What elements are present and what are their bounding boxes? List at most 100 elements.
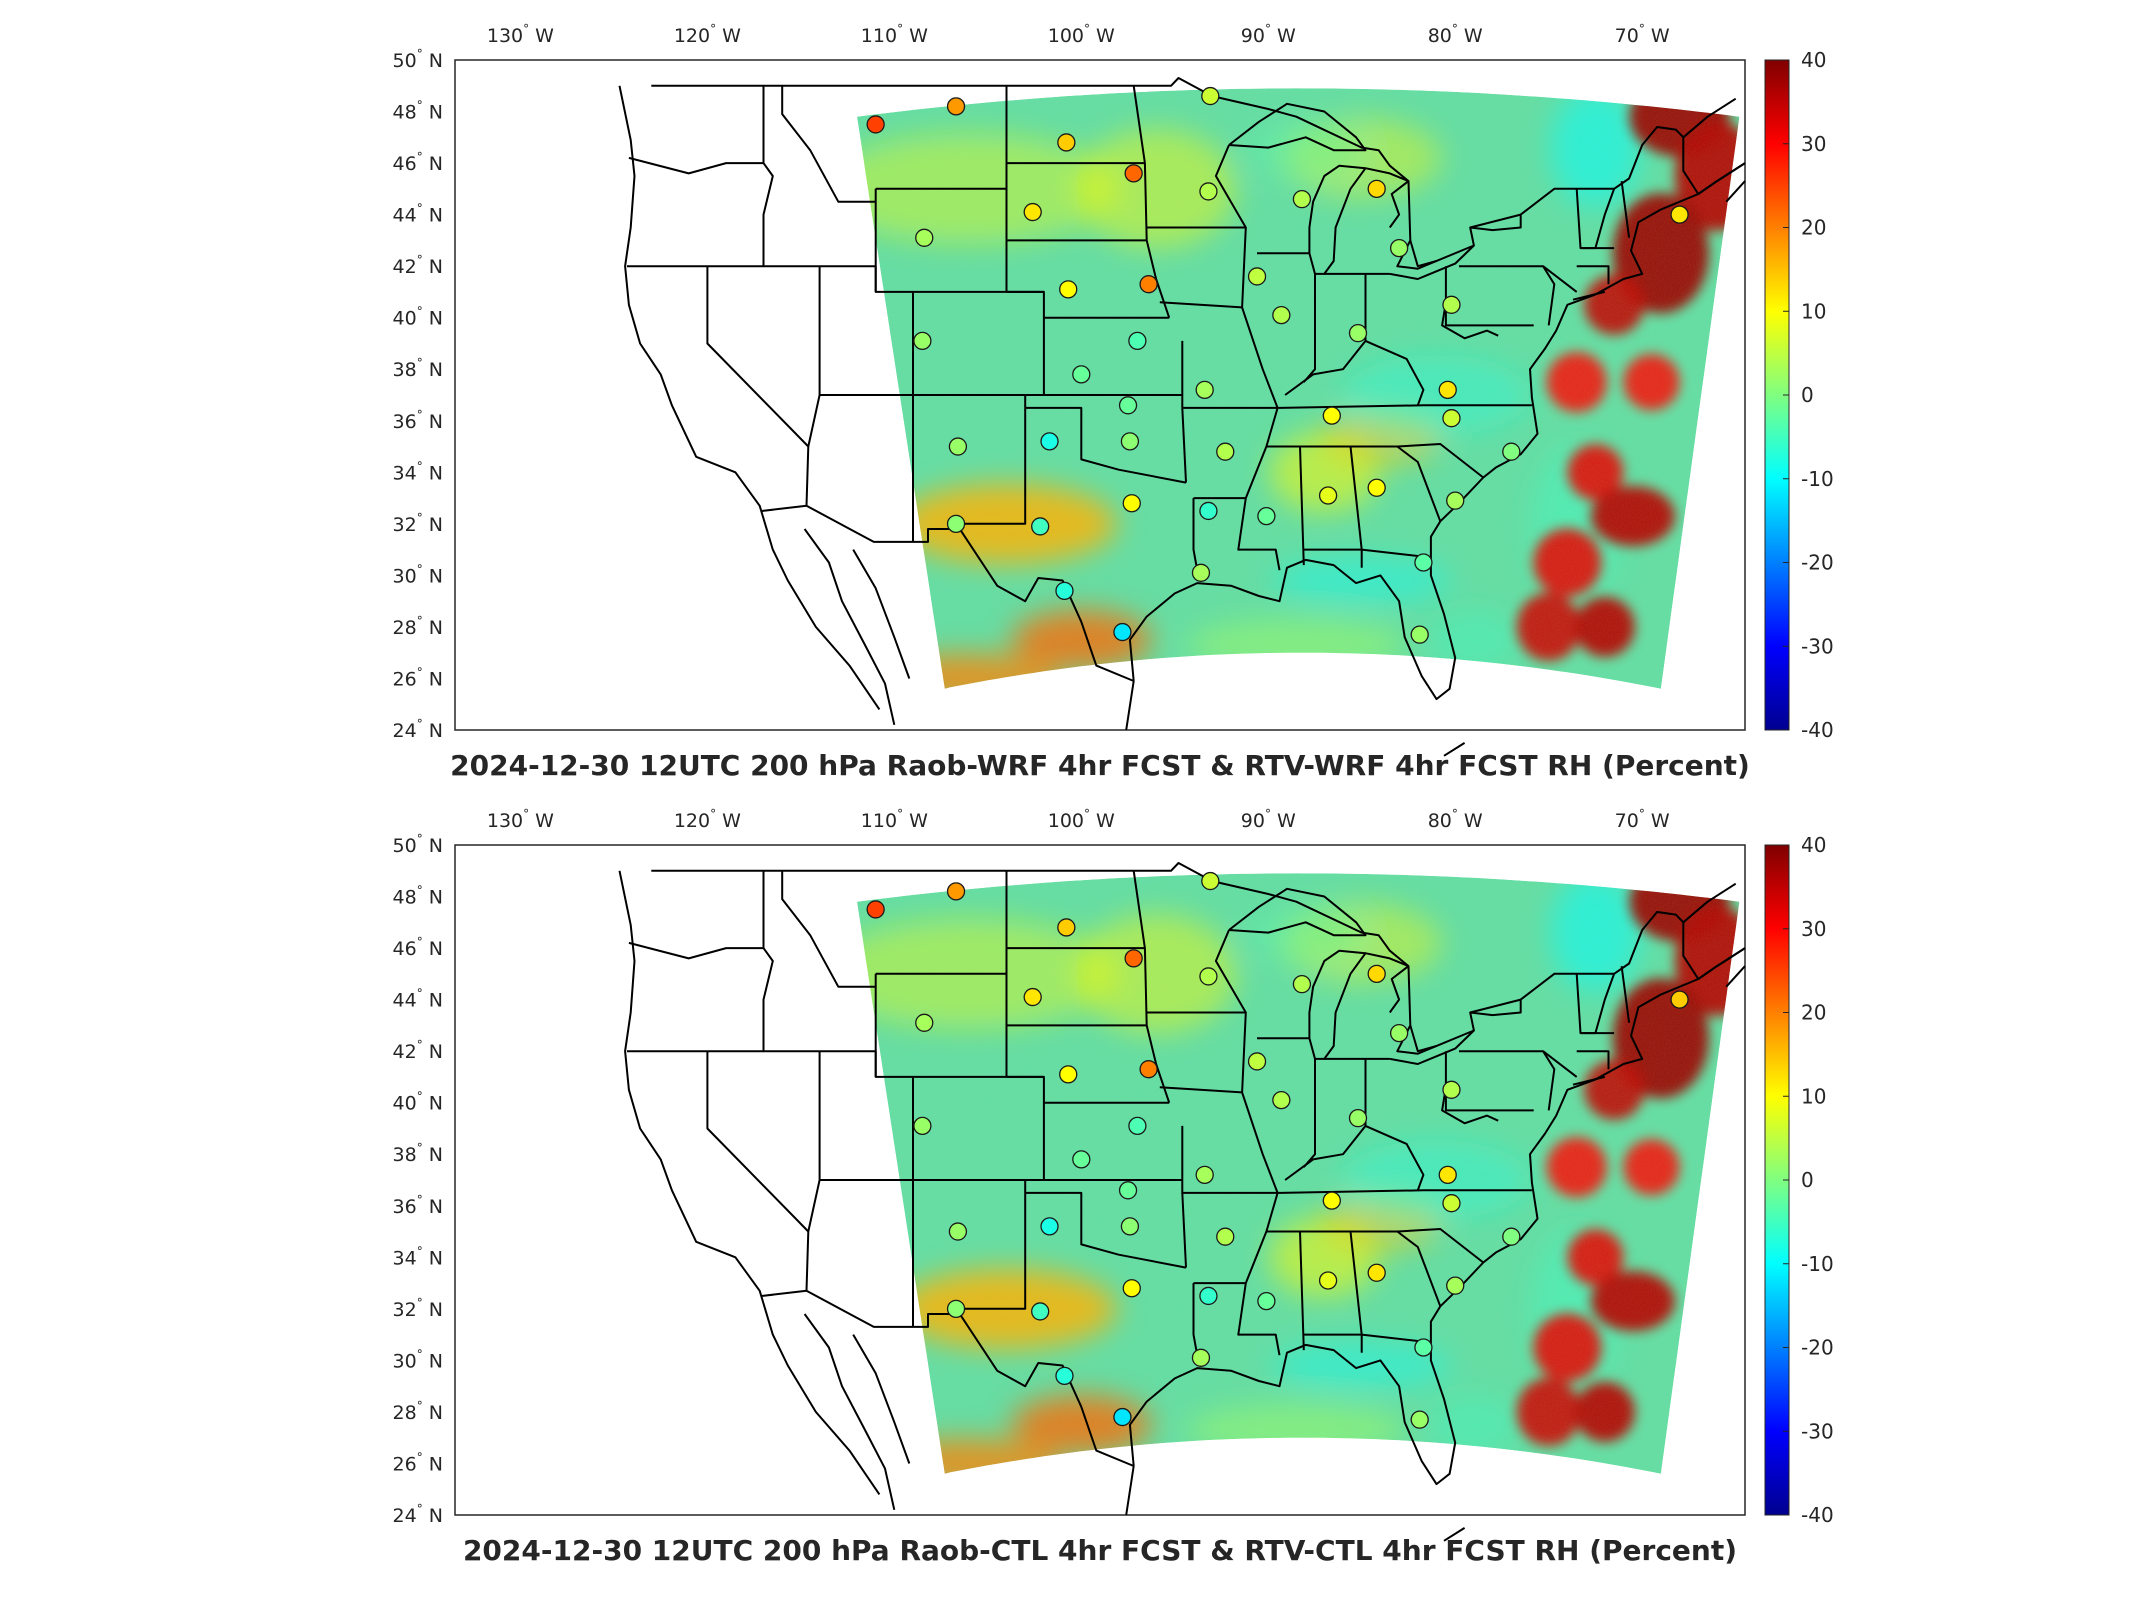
raob-station <box>915 228 934 247</box>
raob-station <box>1199 501 1218 521</box>
raob-station <box>1040 1217 1059 1236</box>
raob-station <box>1348 1109 1368 1128</box>
raob-station <box>1023 202 1042 222</box>
latitude-tick-label: 26° N <box>393 1450 443 1475</box>
raob-station <box>1128 1116 1147 1136</box>
colorbar-tick-label: -10 <box>1801 1252 1834 1276</box>
colorbar-tick-label: 0 <box>1801 1168 1814 1192</box>
rh-difference-field <box>857 873 1740 1474</box>
raob-station <box>1118 1181 1138 1200</box>
map-panel-top: 130° W 120° W 110° W 100° W 90° W 80° W 70° W 5… <box>393 22 1834 782</box>
raob-station <box>1199 1286 1218 1306</box>
raob-station <box>1072 1150 1091 1169</box>
panel-title: 2024-12-30 12UTC 200 hPa Raob-WRF 4hr FC… <box>450 749 1750 782</box>
raob-station <box>1367 478 1386 497</box>
raob-station <box>1410 625 1429 644</box>
latitude-tick-label: 38° N <box>393 1141 443 1166</box>
longitude-tick-label: 70° W <box>1615 22 1670 47</box>
latitude-tick-label: 24° N <box>393 1502 443 1527</box>
latitude-tick-label: 32° N <box>393 511 443 536</box>
raob-station <box>1031 1302 1050 1321</box>
latitude-tick-label: 30° N <box>393 562 443 587</box>
raob-station <box>1057 133 1076 152</box>
colorbar-tick-label: 10 <box>1801 1084 1826 1108</box>
colorbar-tick-label: 30 <box>1801 132 1826 156</box>
longitude-tick-label: 120° W <box>674 22 741 47</box>
raob-station <box>1272 1090 1291 1110</box>
longitude-tick-label: 80° W <box>1428 807 1483 832</box>
longitude-tick-label: 110° W <box>861 22 928 47</box>
latitude-tick-label: 32° N <box>393 1296 443 1321</box>
colorbar-tick-label: -30 <box>1801 1419 1834 1443</box>
colorbar-tick-label: 40 <box>1801 48 1826 72</box>
raob-station <box>1410 1410 1429 1429</box>
raob-station <box>1216 1227 1235 1246</box>
raob-station <box>1442 1194 1461 1213</box>
raob-station <box>1199 182 1218 201</box>
raob-station <box>1318 486 1338 505</box>
raob-station <box>1257 506 1276 526</box>
raob-station <box>1113 622 1132 642</box>
raob-station <box>1199 967 1218 986</box>
raob-station <box>915 1013 934 1032</box>
rh-difference-field <box>857 88 1740 689</box>
raob-station <box>946 514 966 533</box>
raob-station <box>1191 1348 1211 1367</box>
latitude-tick-label: 28° N <box>393 1399 443 1424</box>
longitude-tick-label: 70° W <box>1615 807 1670 832</box>
raob-station <box>1120 432 1140 451</box>
latitude-tick-label: 42° N <box>393 253 443 278</box>
raob-station <box>866 900 885 919</box>
raob-station <box>1124 164 1143 183</box>
raob-station <box>1124 949 1143 968</box>
raob-station <box>1322 1191 1341 1210</box>
longitude-tick-label: 110° W <box>861 807 928 832</box>
raob-station <box>913 331 932 351</box>
latitude-tick-label: 46° N <box>393 935 443 960</box>
longitude-tick-label: 130° W <box>487 807 554 832</box>
colorbar-tick-label: -30 <box>1801 634 1834 658</box>
longitude-tick-label: 120° W <box>674 807 741 832</box>
raob-station <box>1118 396 1138 415</box>
raob-station <box>1059 1065 1078 1084</box>
raob-station <box>1247 267 1267 286</box>
raob-station <box>1389 238 1409 258</box>
latitude-tick-label: 48° N <box>393 884 443 909</box>
colorbar-tick-label: 20 <box>1801 216 1826 240</box>
raob-station <box>1670 205 1689 224</box>
latitude-tick-label: 50° N <box>393 832 443 857</box>
raob-station <box>1128 331 1147 351</box>
raob-station <box>1446 1276 1465 1295</box>
colorbar-tick-label: -20 <box>1801 1336 1834 1360</box>
colorbar-tick-label: -10 <box>1801 467 1834 491</box>
raob-station <box>1322 406 1341 425</box>
raob-station <box>913 1116 932 1136</box>
raob-station <box>1057 918 1076 937</box>
latitude-tick-label: 44° N <box>393 987 443 1012</box>
latitude-tick-label: 34° N <box>393 1244 443 1269</box>
colorbar: 40 30 20 10 0 -10 -20 -30 -40 <box>1764 48 1834 742</box>
latitude-tick-label: 42° N <box>393 1038 443 1063</box>
raob-station <box>1122 1279 1141 1298</box>
latitude-tick-label: 24° N <box>393 717 443 742</box>
colorbar-tick-label: 40 <box>1801 833 1826 857</box>
raob-station <box>1414 1338 1433 1357</box>
raob-station <box>946 97 966 116</box>
raob-station <box>948 1222 968 1241</box>
latitude-tick-label: 36° N <box>393 1193 443 1218</box>
longitude-tick-label: 90° W <box>1241 807 1296 832</box>
colorbar-tick-label: 0 <box>1801 383 1814 407</box>
colorbar-tick-label: -40 <box>1801 718 1834 742</box>
raob-station <box>1247 1052 1267 1071</box>
raob-station <box>1292 190 1312 209</box>
latitude-tick-label: 36° N <box>393 408 443 433</box>
raob-station <box>866 115 885 134</box>
raob-station <box>1201 871 1220 891</box>
latitude-tick-label: 40° N <box>393 305 443 330</box>
raob-station <box>1139 1060 1158 1079</box>
raob-station <box>1367 964 1386 983</box>
longitude-tick-label: 80° W <box>1428 22 1483 47</box>
raob-station <box>1139 275 1158 294</box>
raob-station <box>1120 1217 1140 1236</box>
